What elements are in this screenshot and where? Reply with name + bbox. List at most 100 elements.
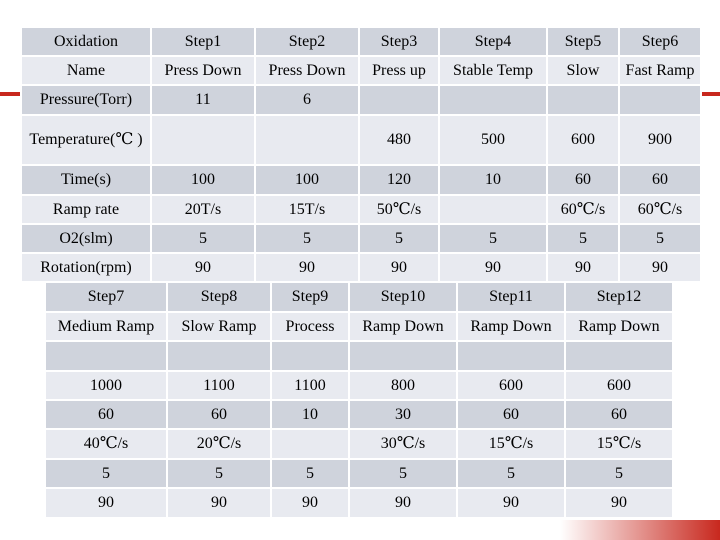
table-cell: 90 xyxy=(166,487,272,519)
table-cell: Press Down xyxy=(254,55,360,86)
table-row: 40℃/s 20℃/s 30℃/s 15℃/s 15℃/s xyxy=(44,428,674,460)
table-cell xyxy=(348,340,458,372)
table-cell: 600 xyxy=(456,370,566,401)
table-cell xyxy=(546,84,620,116)
table-cell: 5 xyxy=(564,458,674,489)
table-cell: Name xyxy=(20,55,152,86)
table-cell: 60℃/s xyxy=(618,194,702,225)
table-cell xyxy=(438,84,548,116)
table-cell: 90 xyxy=(546,252,620,283)
table-row: Medium Ramp Slow Ramp Process Ramp Down … xyxy=(44,311,674,342)
table-cell: 60 xyxy=(44,399,168,430)
table-cell: 15℃/s xyxy=(564,428,674,460)
table-cell: 600 xyxy=(546,114,620,166)
table-row: Name Press Down Press Down Press up Stab… xyxy=(20,55,702,86)
table-cell: 5 xyxy=(358,223,440,254)
table-cell: Stable Temp xyxy=(438,55,548,86)
table-cell: 90 xyxy=(564,487,674,519)
table-cell: 900 xyxy=(618,114,702,166)
table-cell: Process xyxy=(270,311,350,342)
table-cell: 30 xyxy=(348,399,458,430)
table-cell: Rotation(rpm) xyxy=(20,252,152,283)
table-cell: 90 xyxy=(438,252,548,283)
table-cell: 90 xyxy=(150,252,256,283)
table-cell: 5 xyxy=(150,223,256,254)
table-cell: 1100 xyxy=(270,370,350,401)
table-cell: 20℃/s xyxy=(166,428,272,460)
table-cell: 11 xyxy=(150,84,256,116)
table-cell: 20T/s xyxy=(150,194,256,225)
table-row: Ramp rate 20T/s 15T/s 50℃/s 60℃/s 60℃/s xyxy=(20,194,702,225)
table-cell: 90 xyxy=(348,487,458,519)
table-cell: 5 xyxy=(166,458,272,489)
table-row: Oxidation Step1 Step2 Step3 Step4 Step5 … xyxy=(20,26,702,57)
table-cell: Time(s) xyxy=(20,164,152,196)
table-cell: 10 xyxy=(438,164,548,196)
table-cell xyxy=(438,194,548,225)
table-cell: 60 xyxy=(166,399,272,430)
table-cell: 90 xyxy=(270,487,350,519)
table-cell xyxy=(166,340,272,372)
table-cell: 5 xyxy=(456,458,566,489)
table-cell: 60 xyxy=(564,399,674,430)
table-cell: 800 xyxy=(348,370,458,401)
table-cell xyxy=(564,340,674,372)
table-cell: Step10 xyxy=(348,281,458,313)
table-cell: Ramp Down xyxy=(456,311,566,342)
table-cell: 5 xyxy=(44,458,168,489)
table-cell: 15T/s xyxy=(254,194,360,225)
slide-accent-wedge xyxy=(560,520,720,540)
table-cell: 50℃/s xyxy=(358,194,440,225)
table-cell: 5 xyxy=(254,223,360,254)
table-cell: Ramp Down xyxy=(564,311,674,342)
table-cell: Step5 xyxy=(546,26,620,57)
table-cell xyxy=(270,428,350,460)
table-row: Step7 Step8 Step9 Step10 Step11 Step12 xyxy=(44,281,674,313)
table-cell: Medium Ramp xyxy=(44,311,168,342)
table-cell xyxy=(456,340,566,372)
table-cell: 60 xyxy=(618,164,702,196)
table-row: O2(slm) 5 5 5 5 5 5 xyxy=(20,223,702,254)
table-cell: 100 xyxy=(150,164,256,196)
table-row: 1000 1100 1100 800 600 600 xyxy=(44,370,674,401)
table-cell: Step7 xyxy=(44,281,168,313)
table-cell xyxy=(618,84,702,116)
table-cell: Pressure(Torr) xyxy=(20,84,152,116)
table-cell: Step6 xyxy=(618,26,702,57)
table-cell: Step1 xyxy=(150,26,256,57)
oxidation-steps-table-2: Step7 Step8 Step9 Step10 Step11 Step12 M… xyxy=(44,281,674,519)
table-cell: 5 xyxy=(348,458,458,489)
table-cell: 60 xyxy=(456,399,566,430)
table-cell: 1100 xyxy=(166,370,272,401)
table-row xyxy=(44,340,674,372)
table-row: Pressure(Torr) 11 6 xyxy=(20,84,702,116)
table-cell: 120 xyxy=(358,164,440,196)
table-cell xyxy=(358,84,440,116)
table-cell: 90 xyxy=(358,252,440,283)
table-cell: Ramp Down xyxy=(348,311,458,342)
table-cell: 6 xyxy=(254,84,360,116)
table-cell: 90 xyxy=(254,252,360,283)
table-row: 5 5 5 5 5 5 xyxy=(44,458,674,489)
table-cell: Step12 xyxy=(564,281,674,313)
table-cell: Temperature(℃ ) xyxy=(20,114,152,166)
table-cell: 60 xyxy=(546,164,620,196)
table-cell: Slow xyxy=(546,55,620,86)
table-cell: 480 xyxy=(358,114,440,166)
table-cell: 30℃/s xyxy=(348,428,458,460)
table-cell: 100 xyxy=(254,164,360,196)
table-cell: 90 xyxy=(456,487,566,519)
table-cell: Slow Ramp xyxy=(166,311,272,342)
table-cell: Step9 xyxy=(270,281,350,313)
table-row: Rotation(rpm) 90 90 90 90 90 90 xyxy=(20,252,702,283)
table-cell: 90 xyxy=(618,252,702,283)
table-cell xyxy=(150,114,256,166)
table-cell: 5 xyxy=(618,223,702,254)
table-row: Time(s) 100 100 120 10 60 60 xyxy=(20,164,702,196)
table-cell: 5 xyxy=(270,458,350,489)
table-cell: 600 xyxy=(564,370,674,401)
table-cell: Press up xyxy=(358,55,440,86)
table-cell: 5 xyxy=(438,223,548,254)
table-cell: 40℃/s xyxy=(44,428,168,460)
table-cell: 500 xyxy=(438,114,548,166)
